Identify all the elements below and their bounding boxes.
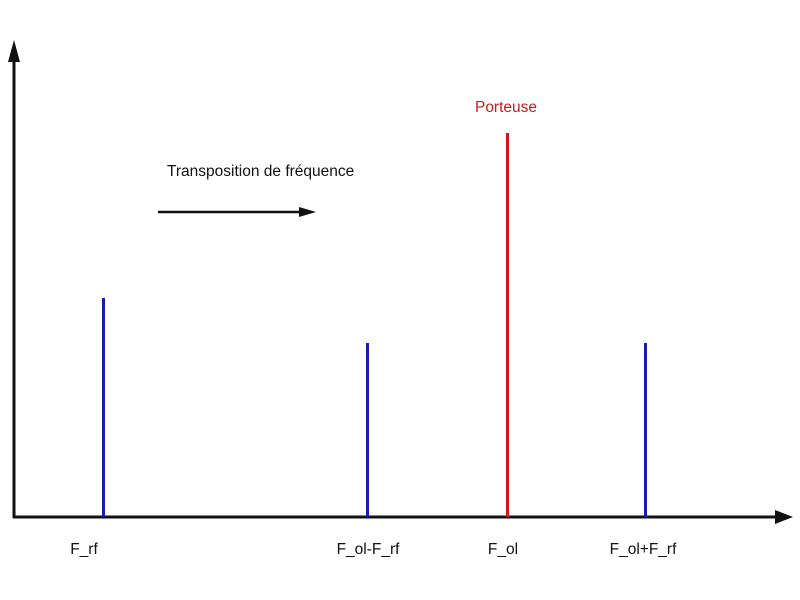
spectrum-line-f-ol: [505, 133, 509, 517]
spectrum-line-f-ol-minus-f-rf: [365, 343, 369, 517]
transposition-arrow-head: [299, 207, 316, 217]
frequency-label-f-ol-plus-f-rf: F_ol+F_rf: [609, 541, 677, 558]
frequency-label-f-ol: F_ol: [487, 541, 519, 558]
porteuse-label: Porteuse: [474, 99, 538, 116]
spectrum-line-f-rf: [101, 298, 105, 517]
transposition-label: Transposition de fréquence: [167, 163, 355, 180]
frequency-label-f-rf: F_rf: [70, 541, 98, 558]
x-axis-arrowhead: [775, 510, 793, 524]
spectrum-line-f-ol-plus-f-rf: [643, 343, 647, 517]
frequency-label-f-ol-minus-f-rf: F_ol-F_rf: [336, 541, 400, 558]
y-axis-arrowhead: [8, 40, 20, 62]
